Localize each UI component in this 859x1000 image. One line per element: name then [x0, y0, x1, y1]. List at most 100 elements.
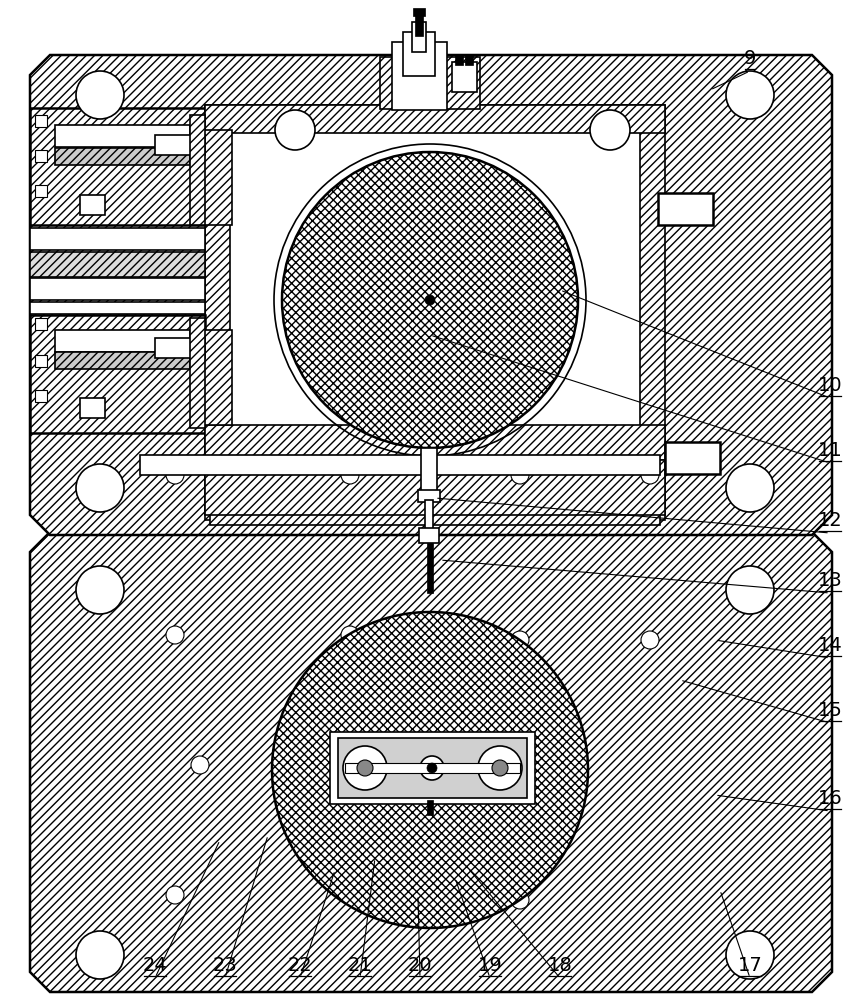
- Bar: [30, 252, 205, 277]
- Bar: [35, 115, 47, 127]
- Circle shape: [492, 760, 508, 776]
- Bar: [190, 318, 205, 428]
- Bar: [452, 62, 477, 92]
- Text: 9: 9: [744, 49, 756, 68]
- Bar: [392, 42, 447, 110]
- Bar: [465, 55, 473, 65]
- Bar: [155, 135, 205, 155]
- Text: 16: 16: [818, 789, 843, 808]
- Bar: [421, 448, 437, 493]
- Circle shape: [511, 631, 529, 649]
- Circle shape: [343, 746, 387, 790]
- Circle shape: [357, 760, 373, 776]
- Bar: [55, 330, 190, 352]
- Bar: [55, 125, 190, 147]
- Bar: [403, 32, 435, 76]
- Bar: [205, 105, 665, 133]
- Bar: [35, 318, 47, 330]
- Polygon shape: [30, 532, 832, 992]
- Circle shape: [166, 886, 184, 904]
- Text: 20: 20: [408, 956, 432, 975]
- Bar: [205, 425, 665, 460]
- Bar: [230, 130, 640, 505]
- Bar: [205, 105, 665, 520]
- Bar: [30, 108, 205, 225]
- Text: 21: 21: [348, 956, 372, 975]
- Circle shape: [726, 71, 774, 119]
- Bar: [30, 315, 205, 433]
- Circle shape: [641, 466, 659, 484]
- Bar: [455, 55, 463, 65]
- Bar: [35, 150, 47, 162]
- Bar: [35, 355, 47, 367]
- Circle shape: [425, 295, 435, 305]
- Bar: [419, 528, 439, 543]
- Bar: [35, 390, 47, 402]
- Text: 11: 11: [818, 441, 843, 460]
- Circle shape: [191, 756, 209, 774]
- Bar: [30, 278, 205, 300]
- Text: 22: 22: [288, 956, 313, 975]
- Bar: [658, 193, 713, 225]
- Bar: [190, 115, 205, 225]
- Circle shape: [282, 152, 578, 448]
- Text: 24: 24: [143, 956, 168, 975]
- Bar: [55, 148, 190, 165]
- Circle shape: [341, 466, 359, 484]
- Text: 15: 15: [818, 701, 843, 720]
- Circle shape: [511, 466, 529, 484]
- Circle shape: [76, 464, 124, 512]
- Polygon shape: [30, 55, 832, 535]
- Circle shape: [76, 931, 124, 979]
- Text: 12: 12: [818, 511, 843, 530]
- Text: 13: 13: [818, 571, 843, 590]
- Circle shape: [76, 71, 124, 119]
- Circle shape: [341, 626, 359, 644]
- Text: 18: 18: [548, 956, 572, 975]
- Bar: [345, 763, 520, 773]
- Bar: [155, 338, 205, 358]
- Text: 14: 14: [818, 636, 843, 655]
- Bar: [418, 490, 440, 502]
- Bar: [330, 732, 535, 804]
- Bar: [425, 500, 433, 530]
- Bar: [413, 8, 425, 16]
- Text: 23: 23: [213, 956, 237, 975]
- Bar: [210, 455, 660, 525]
- Circle shape: [726, 566, 774, 614]
- Bar: [80, 398, 105, 418]
- Bar: [80, 195, 105, 215]
- Bar: [665, 442, 720, 474]
- Text: 10: 10: [818, 376, 843, 395]
- Circle shape: [275, 110, 315, 150]
- Bar: [35, 185, 47, 197]
- Circle shape: [590, 110, 630, 150]
- Bar: [427, 543, 433, 593]
- Text: 17: 17: [738, 956, 763, 975]
- Circle shape: [478, 746, 522, 790]
- Circle shape: [511, 891, 529, 909]
- Circle shape: [166, 626, 184, 644]
- Circle shape: [272, 612, 588, 928]
- Circle shape: [726, 464, 774, 512]
- Bar: [415, 14, 423, 36]
- Bar: [192, 130, 232, 225]
- Bar: [30, 228, 205, 250]
- Bar: [192, 330, 232, 425]
- Circle shape: [420, 756, 444, 780]
- Bar: [205, 460, 665, 515]
- Circle shape: [726, 931, 774, 979]
- Bar: [30, 302, 205, 314]
- Bar: [338, 738, 527, 798]
- Circle shape: [427, 763, 437, 773]
- Bar: [55, 352, 190, 369]
- Circle shape: [166, 466, 184, 484]
- Bar: [427, 800, 433, 815]
- Bar: [412, 22, 426, 52]
- Circle shape: [341, 756, 359, 774]
- Bar: [140, 455, 660, 475]
- Bar: [380, 57, 480, 109]
- Circle shape: [341, 886, 359, 904]
- Circle shape: [76, 566, 124, 614]
- Circle shape: [641, 631, 659, 649]
